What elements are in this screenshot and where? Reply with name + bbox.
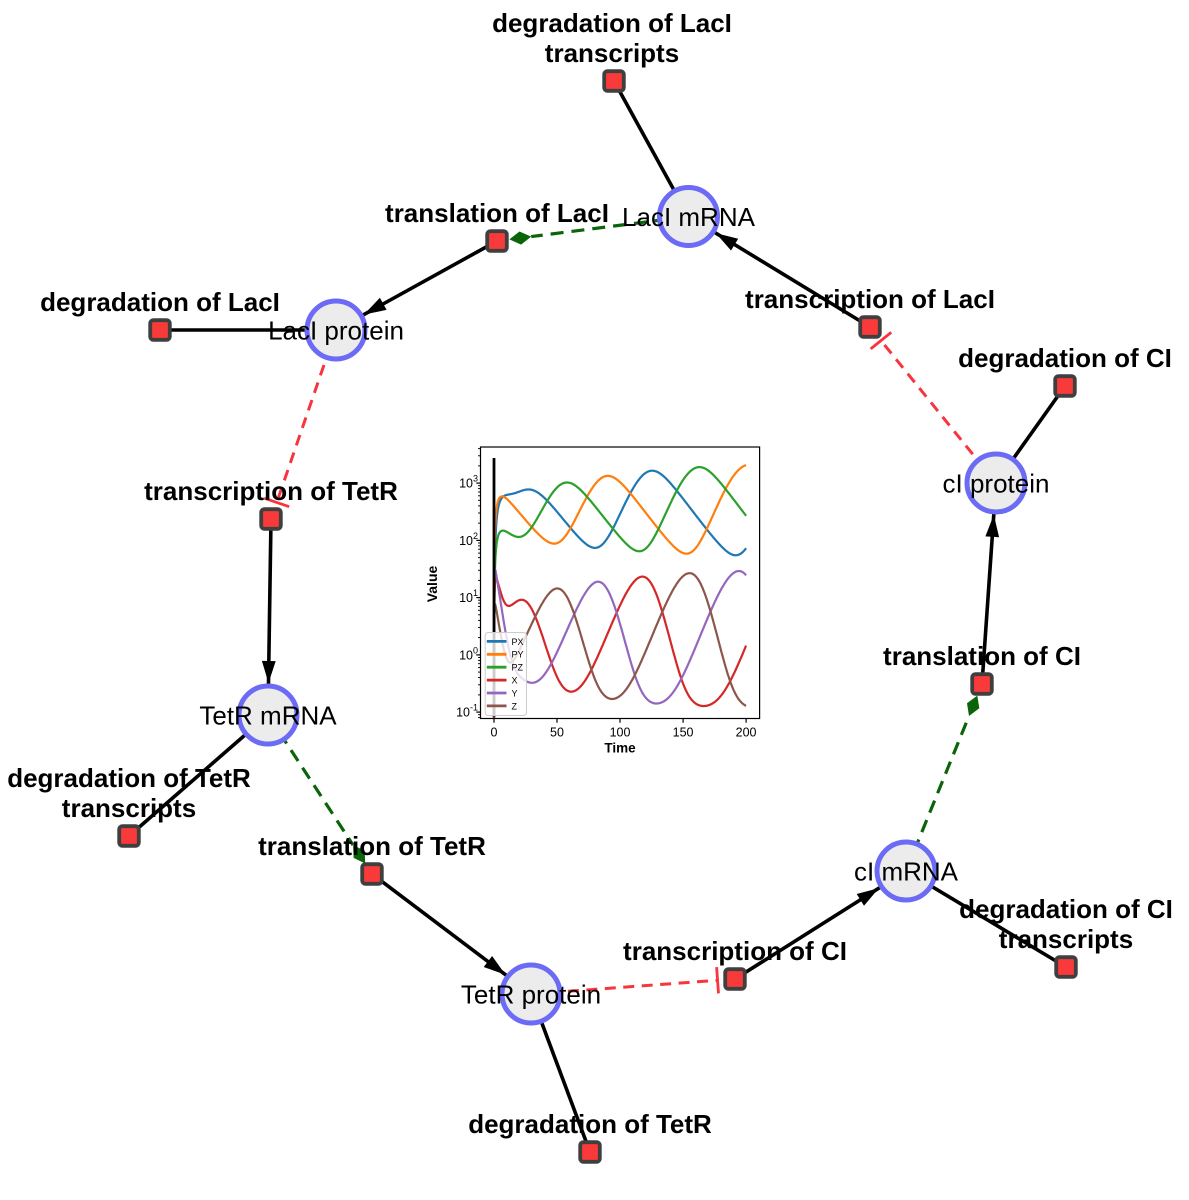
svg-text:transcripts: transcripts xyxy=(999,924,1133,954)
svg-text:X: X xyxy=(512,676,518,686)
svg-text:50: 50 xyxy=(550,726,564,740)
svg-text:transcription of LacI: transcription of LacI xyxy=(745,284,995,314)
svg-text:150: 150 xyxy=(673,726,694,740)
svg-text:translation of TetR: translation of TetR xyxy=(258,831,486,861)
svg-text:LacI mRNA: LacI mRNA xyxy=(622,202,756,232)
svg-text:degradation of CI: degradation of CI xyxy=(959,894,1173,924)
svg-text:Value: Value xyxy=(424,566,440,603)
svg-text:TetR mRNA: TetR mRNA xyxy=(199,700,337,730)
svg-text:degradation of LacI: degradation of LacI xyxy=(40,287,280,317)
svg-text:transcripts: transcripts xyxy=(545,38,679,68)
svg-text:transcripts: transcripts xyxy=(62,793,196,823)
svg-text:PZ: PZ xyxy=(512,663,524,673)
svg-text:LacI protein: LacI protein xyxy=(268,315,404,345)
svg-text:cI protein: cI protein xyxy=(943,468,1050,498)
svg-text:cI mRNA: cI mRNA xyxy=(854,856,959,886)
svg-text:PY: PY xyxy=(512,650,524,660)
svg-text:degradation of TetR: degradation of TetR xyxy=(468,1109,712,1139)
svg-text:transcription of CI: transcription of CI xyxy=(623,936,847,966)
svg-text:Time: Time xyxy=(604,741,636,756)
svg-text:degradation of TetR: degradation of TetR xyxy=(7,763,251,793)
svg-text:PX: PX xyxy=(512,637,524,647)
svg-text:Y: Y xyxy=(512,688,518,698)
svg-text:100: 100 xyxy=(610,726,631,740)
svg-text:TetR protein: TetR protein xyxy=(461,979,601,1009)
svg-text:translation of CI: translation of CI xyxy=(883,641,1081,671)
svg-text:Z: Z xyxy=(512,701,518,711)
svg-text:degradation of CI: degradation of CI xyxy=(958,343,1172,373)
svg-text:translation of LacI: translation of LacI xyxy=(385,198,609,228)
svg-text:0: 0 xyxy=(491,726,498,740)
svg-text:degradation of LacI: degradation of LacI xyxy=(492,8,732,38)
svg-text:200: 200 xyxy=(736,726,757,740)
svg-text:transcription of TetR: transcription of TetR xyxy=(144,476,398,506)
